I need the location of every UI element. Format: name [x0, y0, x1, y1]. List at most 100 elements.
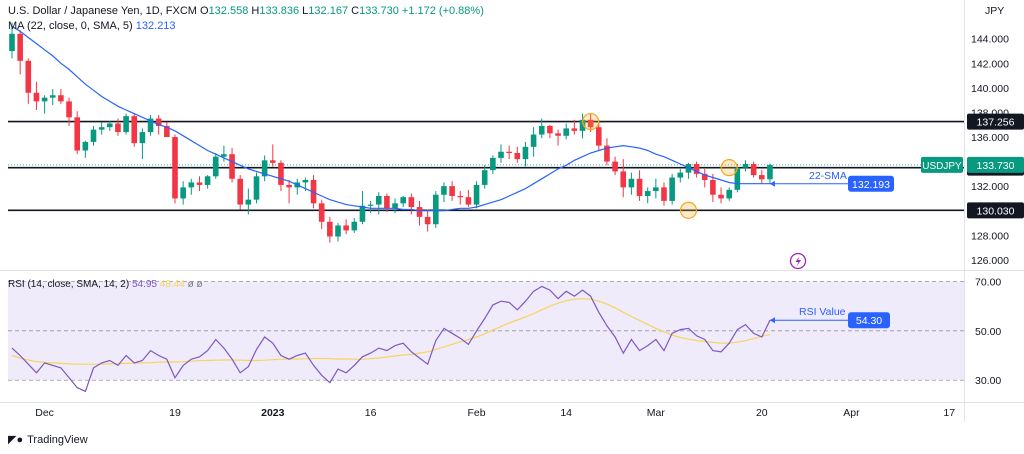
candle-body-36: [302, 180, 309, 183]
rsi-label: RSI (14, close, SMA, 14, 2): [8, 279, 130, 290]
symbol-tag: [921, 156, 963, 173]
rsi-sma-value: 48.44: [159, 279, 185, 290]
candle-body-87: [718, 194, 724, 199]
flash-icon: [789, 252, 807, 270]
symbol-tag-label: USDJPY: [922, 161, 962, 172]
chart-grid: [0, 0, 1024, 422]
candle-body-1: [17, 33, 23, 61]
low-value: 132.167: [308, 5, 349, 17]
candle-body-46: [384, 195, 390, 209]
highlight-marker-0: [582, 112, 600, 131]
candle-body-74: [612, 161, 618, 172]
time-tick-0: Dec: [35, 407, 54, 419]
candle-body-9: [82, 141, 89, 151]
candle-body-43: [359, 205, 366, 222]
close-label: C: [351, 5, 360, 17]
brand-watermark: ◤● TradingView: [8, 433, 88, 446]
currency-label: JPY: [985, 5, 1004, 17]
candle-body-25: [212, 156, 219, 177]
candle-body-2: [25, 60, 32, 93]
candle-body-60: [498, 151, 504, 158]
open-label: O: [200, 5, 209, 17]
candle-body-8: [74, 117, 80, 151]
time-tick-1: 19: [169, 407, 181, 419]
candle-body-4: [41, 97, 48, 102]
candle-body-42: [351, 221, 358, 231]
candle-body-49: [408, 197, 415, 208]
time-tick-9: 17: [943, 407, 955, 419]
price-tick-2: 140.000: [971, 83, 1009, 95]
price-axis: JPY 144.000 142.000 140.000 138.000 136.000 13…: [971, 5, 1009, 387]
candle-body-30: [253, 176, 260, 200]
candle-body-52: [433, 194, 439, 225]
candle-body-20: [172, 137, 178, 199]
candle-body-86: [710, 180, 716, 195]
rsi-tick-2: 30.00: [975, 375, 1001, 387]
candle-body-51: [424, 216, 431, 225]
candle-body-62: [514, 152, 521, 160]
candle-body-45: [375, 195, 382, 205]
candle-body-39: [327, 221, 333, 237]
brand-name: TradingView: [27, 434, 88, 446]
candle-body-71: [587, 119, 594, 128]
candle-body-58: [481, 170, 488, 185]
candle-body-72: [596, 127, 602, 146]
candle-body-54: [449, 186, 455, 196]
candle-body-10: [90, 129, 97, 142]
candle-body-79: [653, 187, 659, 192]
candle-body-21: [180, 187, 186, 199]
candle-body-93: [767, 164, 773, 180]
sma-annotation: 22-SMA: [809, 170, 847, 182]
candle-body-59: [490, 157, 496, 171]
rsi-extra-2: ø: [196, 279, 203, 290]
close-value: 133.730: [359, 5, 399, 17]
price-tick-7: 126.000: [971, 255, 1009, 267]
candle-body-7: [66, 101, 72, 118]
sma-value-tag: [848, 175, 894, 192]
candle-body-13: [115, 123, 121, 133]
candle-body-27: [229, 154, 235, 179]
flash-icon-bolt: [795, 256, 801, 267]
rsi-extra-1: ø: [187, 279, 194, 290]
highlight-marker-1: [679, 201, 698, 219]
candle-body-12: [107, 123, 113, 128]
time-tick-8: Apr: [843, 407, 860, 419]
ma-line: [11, 25, 770, 212]
candle-body-70: [579, 119, 586, 131]
candle-body-89: [734, 167, 741, 190]
current-price-label: 133.730: [977, 160, 1015, 172]
rsi-arrow-head: [769, 317, 775, 324]
symbol-legend: U.S. Dollar / Japanese Yen, 1D, FXCM O13…: [8, 5, 484, 17]
candle-body-48: [400, 197, 406, 204]
candle-body-34: [286, 184, 292, 188]
sma-arrow-head: [769, 180, 775, 187]
candle-body-85: [701, 173, 708, 180]
candle-body-81: [669, 177, 675, 201]
candle-body-5: [49, 95, 56, 98]
time-tick-6: Mar: [647, 407, 666, 419]
candle-body-56: [465, 197, 472, 205]
candle-body-33: [278, 162, 284, 185]
price-tick-5: 132.000: [971, 181, 1009, 193]
level-label-2: 130.030: [977, 205, 1015, 217]
candle-body-64: [530, 134, 537, 147]
ma-legend: MA (22, close, 0, SMA, 5) 132.213: [8, 20, 176, 32]
candle-body-41: [343, 225, 349, 231]
change-value: +1.172 (+0.88%): [401, 5, 484, 17]
candle-body-53: [441, 186, 447, 195]
candle-body-80: [661, 187, 667, 201]
price-tick-0: 144.000: [971, 34, 1009, 46]
rsi-value: 54.95: [131, 279, 157, 290]
candle-body-38: [318, 203, 325, 222]
candle-body-11: [98, 127, 105, 130]
rsi-sma-line: [11, 298, 771, 365]
sma-value-label: 132.193: [852, 179, 890, 191]
candle-body-47: [392, 203, 398, 209]
rsi-pane: [8, 281, 964, 381]
price-tags: USDJPY 133.730 132.193: [848, 156, 1024, 192]
candle-body-90: [742, 164, 749, 168]
candle-body-3: [33, 92, 40, 102]
candle-body-61: [506, 151, 512, 153]
horizontal-levels: 137.256133.505130.030: [8, 113, 1024, 219]
